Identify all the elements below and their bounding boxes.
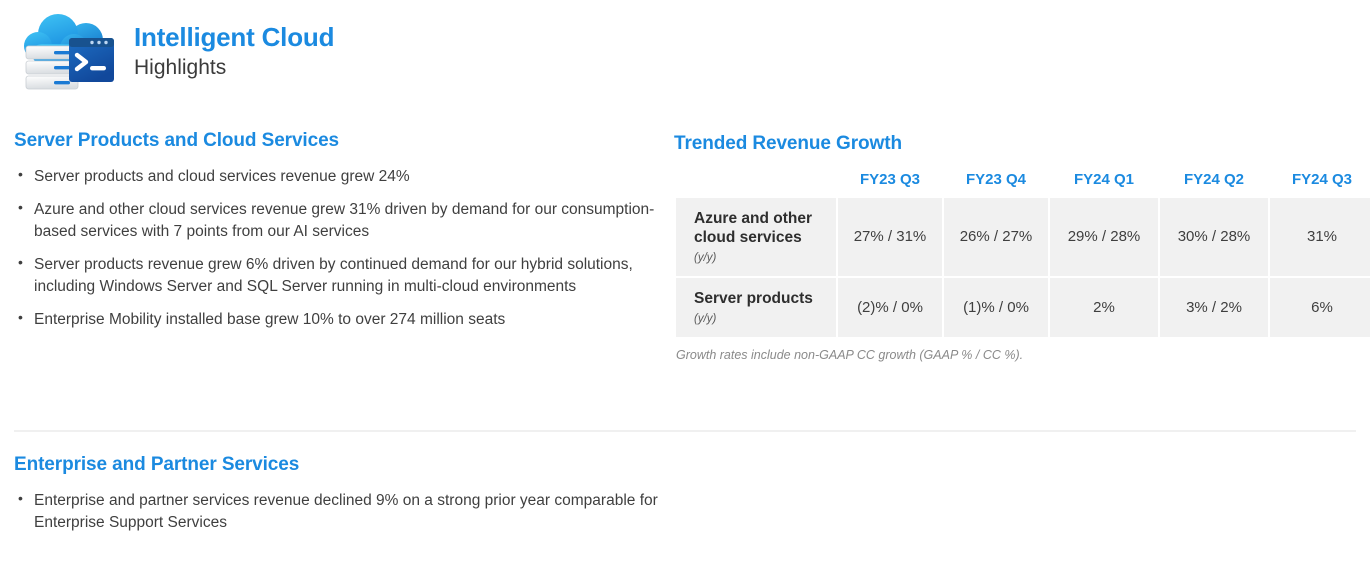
list-item: Server products and cloud services reven…	[14, 165, 660, 188]
trended-revenue-growth-table-wrapper: FY23 Q3 FY23 Q4 FY24 Q1 FY24 Q2 FY24 Q3 …	[674, 169, 1370, 362]
row-label-server-products: Server products (y/y)	[676, 277, 836, 337]
list-item: Enterprise Mobility installed base grew …	[14, 308, 660, 331]
enterprise-partner-bullet-list: Enterprise and partner services revenue …	[14, 489, 674, 534]
cell-server-fy23-q4: (1)% / 0%	[944, 277, 1048, 337]
table-footnote: Growth rates include non-GAAP CC growth …	[676, 347, 1024, 362]
table-corner-cell	[676, 171, 836, 196]
column-header-fy24-q1: FY24 Q1	[1050, 171, 1158, 196]
cell-server-fy24-q2: 3% / 2%	[1160, 277, 1268, 337]
cloud-server-terminal-icon	[14, 10, 118, 90]
cell-server-fy23-q3: (2)% / 0%	[838, 277, 942, 337]
server-products-section: Server Products and Cloud Services Serve…	[14, 130, 660, 342]
column-header-fy23-q3: FY23 Q3	[838, 171, 942, 196]
table-header-row: FY23 Q3 FY23 Q4 FY24 Q1 FY24 Q2 FY24 Q3	[676, 171, 1370, 196]
section-heading-trended-revenue-growth: Trended Revenue Growth	[674, 133, 902, 154]
column-header-fy24-q2: FY24 Q2	[1160, 171, 1268, 196]
row-label-sublabel: (y/y)	[694, 251, 717, 264]
cell-azure-fy24-q2: 30% / 28%	[1160, 198, 1268, 276]
cell-azure-fy23-q4: 26% / 27%	[944, 198, 1048, 276]
section-divider	[14, 430, 1356, 432]
column-header-fy23-q4: FY23 Q4	[944, 171, 1048, 196]
page-subtitle: Highlights	[134, 56, 227, 80]
row-label-sublabel: (y/y)	[694, 312, 717, 325]
row-label-azure: Azure and other cloud services (y/y)	[676, 198, 836, 276]
page-title: Intelligent Cloud	[134, 22, 335, 53]
list-item: Azure and other cloud services revenue g…	[14, 198, 660, 243]
cell-azure-fy23-q3: 27% / 31%	[838, 198, 942, 276]
section-heading-server-products: Server Products and Cloud Services	[14, 130, 339, 151]
server-products-bullet-list: Server products and cloud services reven…	[14, 165, 660, 331]
enterprise-partner-services-section: Enterprise and Partner Services Enterpri…	[14, 454, 674, 545]
trended-revenue-growth-table: FY23 Q3 FY23 Q4 FY24 Q1 FY24 Q2 FY24 Q3 …	[674, 169, 1370, 339]
page-header: Intelligent Cloud Highlights	[14, 10, 334, 90]
row-label-text: Server products	[694, 289, 813, 307]
cell-server-fy24-q3: 6%	[1270, 277, 1370, 337]
row-label-text: Azure and other cloud services	[694, 210, 812, 246]
table-row: Server products (y/y) (2)% / 0% (1)% / 0…	[676, 277, 1370, 337]
list-item: Server products revenue grew 6% driven b…	[14, 253, 660, 298]
table-row: Azure and other cloud services (y/y) 27%…	[676, 198, 1370, 276]
header-text-block: Intelligent Cloud Highlights	[134, 19, 334, 80]
section-heading-enterprise-partner-services: Enterprise and Partner Services	[14, 454, 300, 475]
cell-azure-fy24-q1: 29% / 28%	[1050, 198, 1158, 276]
cell-server-fy24-q1: 2%	[1050, 277, 1158, 337]
column-header-fy24-q3: FY24 Q3	[1270, 171, 1370, 196]
list-item: Enterprise and partner services revenue …	[14, 489, 674, 534]
cell-azure-fy24-q3: 31%	[1270, 198, 1370, 276]
trended-revenue-growth-section: Trended Revenue Growth FY23 Q3 FY23 Q4 F…	[674, 133, 1370, 362]
